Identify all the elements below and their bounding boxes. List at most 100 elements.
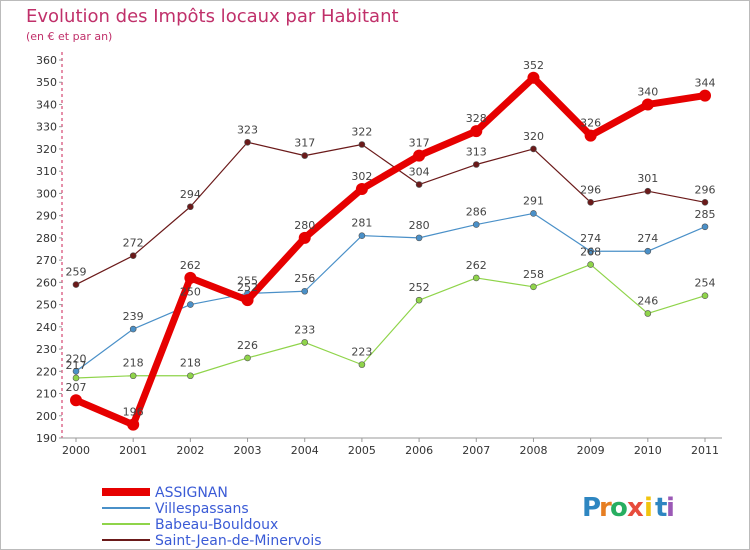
legend-label: Villespassans <box>155 501 249 517</box>
data-label-saint-jean-de-minervois: 272 <box>123 237 144 250</box>
data-label-babeau-bouldoux: 218 <box>180 357 201 370</box>
data-point-babeau-bouldoux <box>415 296 423 304</box>
y-tick-label: 280 <box>36 232 57 245</box>
series-line-saint-jean-de-minervois <box>75 141 706 286</box>
data-point-babeau-bouldoux <box>587 261 594 268</box>
y-tick-label: 310 <box>36 165 57 178</box>
y-tick-label: 220 <box>36 365 57 378</box>
data-label-babeau-bouldoux: 258 <box>523 268 544 281</box>
data-label-assignan: 252 <box>237 281 258 294</box>
x-tick-label: 2002 <box>176 444 204 457</box>
data-label-saint-jean-de-minervois: 320 <box>523 130 544 143</box>
data-label-villespassans: 250 <box>180 286 201 299</box>
data-label-assignan: 317 <box>409 137 430 150</box>
data-point-assignan <box>527 71 540 84</box>
data-point-assignan <box>241 294 254 307</box>
data-point-babeau-bouldoux <box>129 372 137 380</box>
data-label-saint-jean-de-minervois: 294 <box>180 188 201 201</box>
data-point-villespassans <box>415 234 423 242</box>
y-tick-label: 320 <box>36 143 57 156</box>
data-point-assignan <box>184 271 197 284</box>
data-point-saint-jean-de-minervois <box>301 152 309 159</box>
data-label-babeau-bouldoux: 233 <box>294 323 315 336</box>
y-tick-label: 270 <box>36 254 57 267</box>
data-label-villespassans: 255 <box>237 274 258 287</box>
x-tick-label: 2011 <box>691 444 719 457</box>
data-point-saint-jean-de-minervois <box>415 181 423 188</box>
data-label-assignan: 196 <box>123 406 144 419</box>
legend-label: ASSIGNAN <box>155 485 228 501</box>
data-point-assignan <box>470 125 483 138</box>
data-label-villespassans: 256 <box>294 272 315 285</box>
y-tick-label: 210 <box>36 388 57 401</box>
data-point-villespassans <box>358 232 366 239</box>
x-tick-label: 2007 <box>462 444 490 457</box>
y-tick-label: 250 <box>36 299 57 312</box>
y-tick-label: 190 <box>36 432 57 445</box>
legend: ASSIGNANVillespassansBabeau-BouldouxSain… <box>102 485 322 549</box>
data-label-villespassans: 274 <box>580 232 601 245</box>
data-point-babeau-bouldoux <box>701 292 709 299</box>
data-point-babeau-bouldoux <box>244 354 251 362</box>
data-point-assignan <box>355 182 368 195</box>
data-point-saint-jean-de-minervois <box>530 145 537 153</box>
logo-letter: r <box>599 493 612 523</box>
data-label-assignan: 340 <box>637 85 658 98</box>
data-point-villespassans <box>472 221 480 228</box>
data-labels-layer: 2592722943233173223043133202963012962202… <box>66 59 716 419</box>
data-point-villespassans <box>129 325 137 333</box>
x-tick-label: 2000 <box>62 444 90 457</box>
series-line-assignan <box>74 74 706 429</box>
x-tick-label: 2006 <box>405 444 433 457</box>
data-label-babeau-bouldoux: 223 <box>351 346 372 359</box>
data-label-babeau-bouldoux: 254 <box>695 277 716 290</box>
data-point-saint-jean-de-minervois <box>587 199 594 206</box>
data-label-babeau-bouldoux: 262 <box>466 259 487 272</box>
logo-letter: x <box>627 493 644 523</box>
legend-label: Saint-Jean-de-Minervois <box>155 533 322 549</box>
y-tick-label: 290 <box>36 210 57 223</box>
data-point-assignan <box>298 231 311 244</box>
logo-letter: i <box>644 493 653 523</box>
data-point-saint-jean-de-minervois <box>358 141 366 148</box>
y-tick-label: 360 <box>36 54 57 67</box>
data-point-saint-jean-de-minervois <box>644 187 652 195</box>
chart-subtitle: (en € et par an) <box>26 30 112 43</box>
x-tick-label: 2004 <box>291 444 319 457</box>
data-point-babeau-bouldoux <box>72 374 80 382</box>
data-point-saint-jean-de-minervois <box>244 138 251 146</box>
series-layer <box>70 71 711 431</box>
data-point-assignan <box>413 149 426 162</box>
y-tick-label: 200 <box>36 410 57 423</box>
data-point-assignan <box>70 394 82 407</box>
y-tick-label: 300 <box>36 187 57 200</box>
logo-letter: t <box>655 493 667 523</box>
data-point-assignan <box>641 98 654 111</box>
data-label-villespassans: 291 <box>523 194 544 207</box>
data-label-assignan: 352 <box>523 59 544 72</box>
data-point-babeau-bouldoux <box>530 283 537 291</box>
x-tick-label: 2009 <box>577 444 605 457</box>
data-label-villespassans: 281 <box>351 217 372 230</box>
proxiti-logo: Pro x i ti <box>582 493 675 523</box>
data-point-villespassans <box>530 210 537 217</box>
data-point-saint-jean-de-minervois <box>129 252 137 259</box>
data-point-villespassans <box>187 301 194 308</box>
data-label-assignan: 207 <box>66 381 87 394</box>
series-line-babeau-bouldoux <box>75 263 706 379</box>
y-tick-label: 230 <box>36 343 57 356</box>
y-tick-label: 350 <box>36 76 57 89</box>
x-tick-label: 2001 <box>119 444 147 457</box>
x-tick-label: 2005 <box>348 444 376 457</box>
logo-letter: o <box>610 493 628 523</box>
x-tick-label: 2003 <box>234 444 262 457</box>
legend-label: Babeau-Bouldoux <box>155 517 278 533</box>
data-point-assignan <box>584 129 597 142</box>
data-label-assignan: 262 <box>180 259 201 272</box>
data-label-saint-jean-de-minervois: 296 <box>695 183 716 196</box>
data-point-villespassans <box>72 367 80 375</box>
data-label-babeau-bouldoux: 226 <box>237 339 258 352</box>
data-label-villespassans: 286 <box>466 206 487 219</box>
